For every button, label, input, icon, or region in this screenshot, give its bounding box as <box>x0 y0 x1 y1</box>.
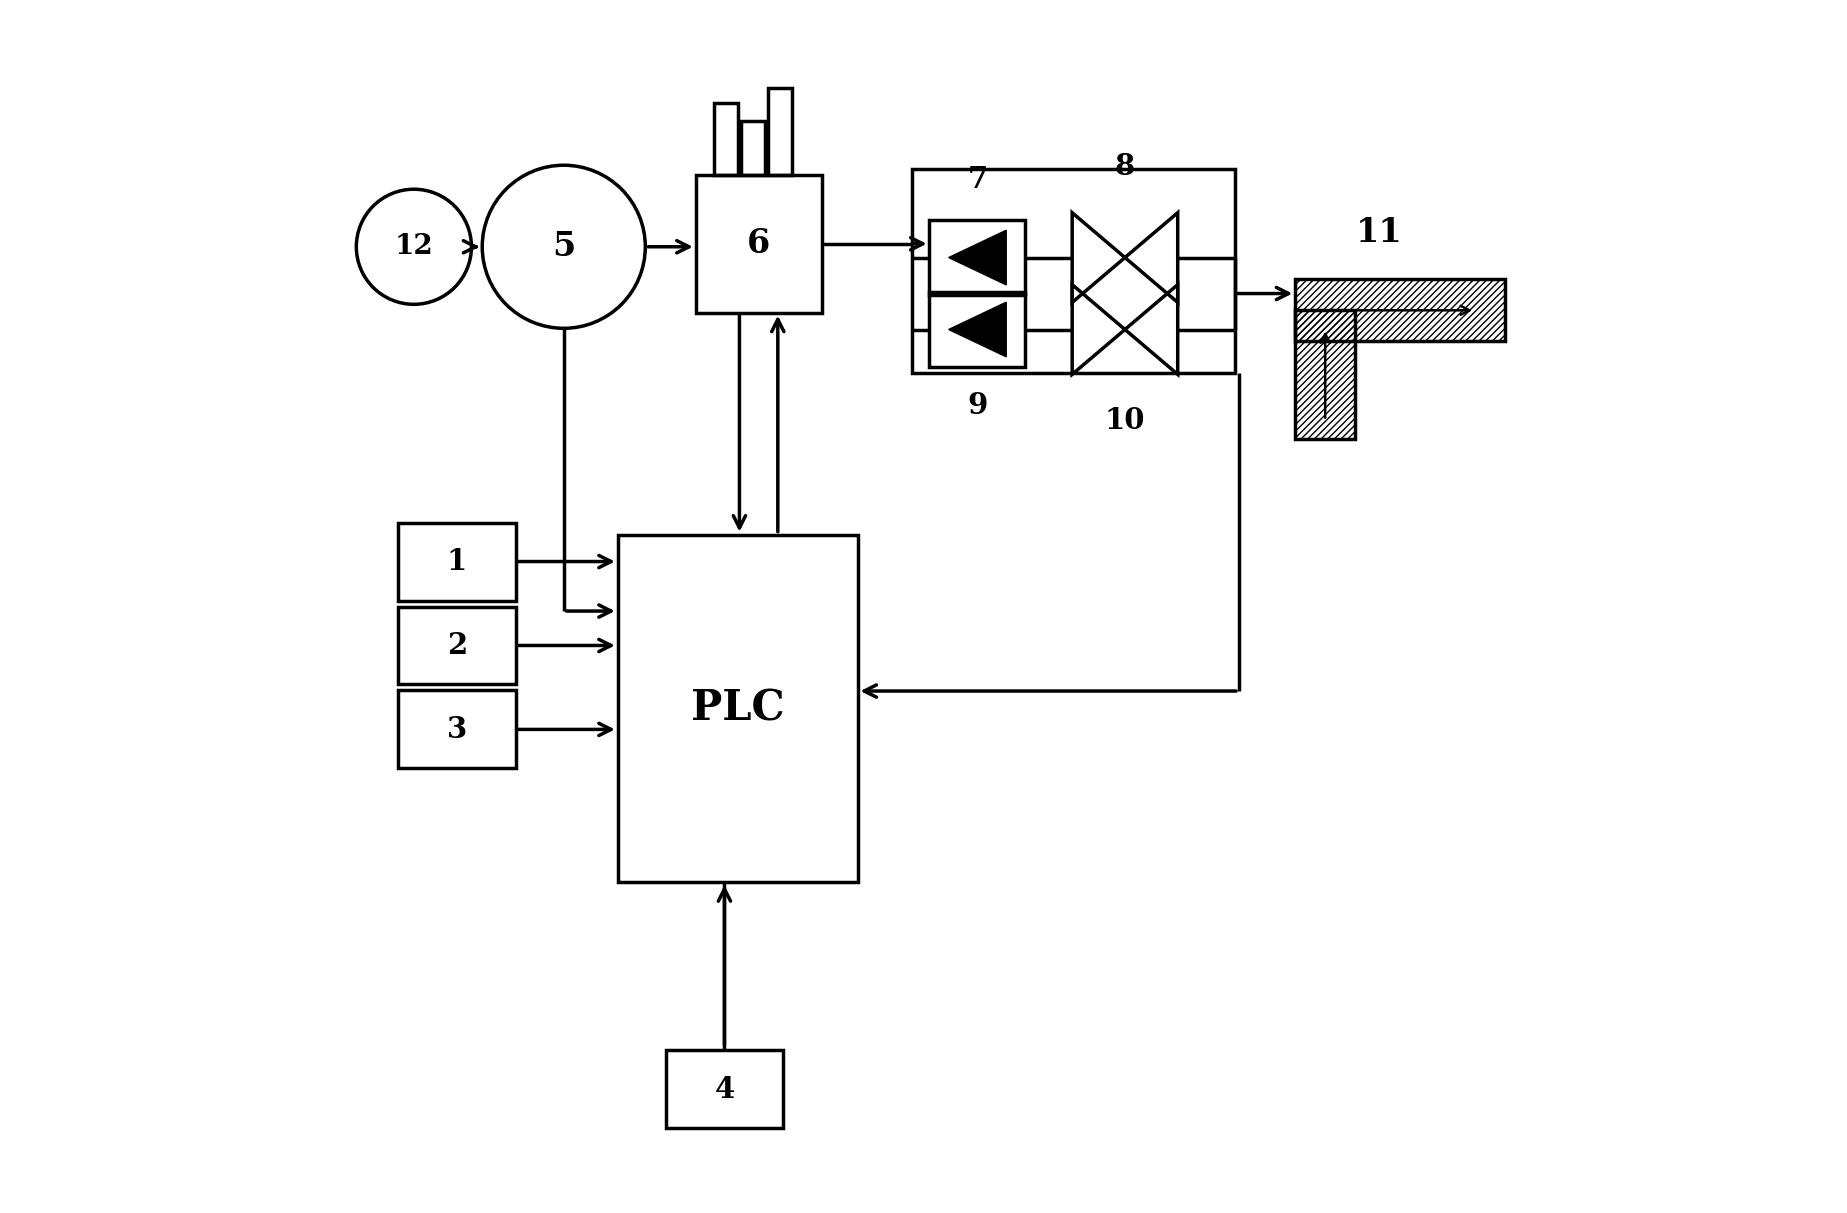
Text: 10: 10 <box>1105 406 1145 435</box>
Text: PLC: PLC <box>691 688 785 729</box>
Text: 11: 11 <box>1356 216 1402 249</box>
Bar <box>665 1050 783 1128</box>
Text: 4: 4 <box>715 1075 735 1104</box>
Text: 3: 3 <box>447 714 467 744</box>
Bar <box>912 169 1236 372</box>
Text: 12: 12 <box>395 233 434 261</box>
Bar <box>399 606 515 684</box>
Bar <box>399 523 515 600</box>
Bar <box>617 535 857 882</box>
Bar <box>768 89 792 175</box>
Polygon shape <box>949 230 1007 285</box>
Bar <box>741 121 765 175</box>
Bar <box>929 292 1025 366</box>
Text: 1: 1 <box>447 547 467 576</box>
Text: 6: 6 <box>746 227 770 261</box>
Text: 9: 9 <box>968 391 988 420</box>
Bar <box>1295 279 1505 342</box>
Bar <box>696 175 822 313</box>
Text: 2: 2 <box>447 631 467 660</box>
Bar <box>1295 311 1356 439</box>
Text: 7: 7 <box>968 165 988 194</box>
Bar <box>713 103 737 175</box>
Bar <box>929 221 1025 295</box>
Polygon shape <box>949 302 1007 357</box>
Text: 5: 5 <box>552 230 576 263</box>
Text: 8: 8 <box>1116 152 1136 181</box>
Bar <box>399 690 515 768</box>
